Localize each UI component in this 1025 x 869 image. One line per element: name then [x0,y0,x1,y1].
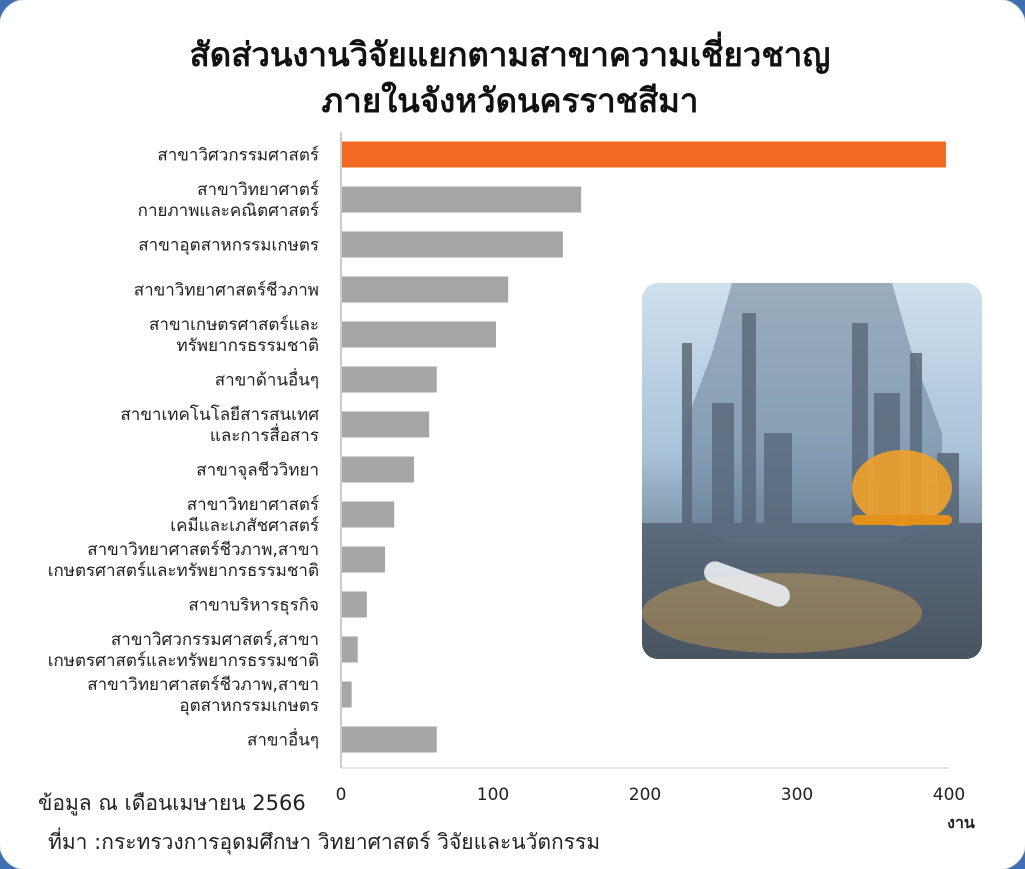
chart-title: สัดส่วนงานวิจัยแยกตามสาขาความเชี่ยวชาญ ภ… [120,32,900,124]
x-tick-label-200: 200 [629,785,661,805]
category-label-12-line-2: เกษตรศาสตร์และทรัพยากรธรรมชาติ [48,651,319,671]
data-date-note: ข้อมูล ณ เดือนเมษายน 2566 [38,791,306,815]
bar-9 [341,501,395,528]
x-tick-label-400: 400 [933,785,965,805]
category-label-6: สาขาด้านอื่นๆ [215,368,319,391]
category-labels: สาขาวิศวกรรมศาสตร์สาขาวิทยาศาตร์กายภาพแล… [48,146,320,751]
bar-7 [341,411,430,438]
category-label-2-line-1: สาขาวิทยาศาตร์ [197,180,319,200]
category-label-9-line-2: เคมีและเภสัชศาสตร์ [170,516,319,536]
category-label-7-line-1: สาขาเทคโนโลยีสารสนเทศ [120,404,319,425]
category-label-8: สาขาจุลชีววิทยา [196,461,319,481]
category-label-7-line-2: และการสื่อสาร [210,423,319,446]
x-tick-label-0: 0 [336,785,347,805]
category-label-12-line-1: สาขาวิศวกรรมศาสตร์,สาขา [111,630,319,650]
bar-6 [341,366,437,393]
category-label-14: สาขาอื่นๆ [247,728,319,751]
bar-10 [341,546,386,573]
bar-13 [341,681,352,708]
category-label-3: สาขาอุตสาหกรรมเกษตร [138,236,319,256]
bar-3 [341,231,563,258]
x-tick-label-100: 100 [477,785,509,805]
category-label-1: สาขาวิศวกรรมศาสตร์ [157,146,319,166]
category-label-4: สาขาวิทยาศาสตร์ชีวภาพ [134,281,319,301]
category-label-10-line-2: เกษตรศาสตร์และทรัพยากรธรรมชาติ [48,561,319,581]
bar-5 [341,321,497,348]
category-label-2-line-2: กายภาพและคณิตศาสตร์ [138,201,319,221]
chart-title-line-1: สัดส่วนงานวิจัยแยกตามสาขาความเชี่ยวชาญ [189,35,831,74]
bar-1 [341,141,946,168]
bar-12 [341,636,358,663]
category-label-11: สาขาบริหารธุรกิจ [188,596,319,616]
x-tick-label-300: 300 [781,785,813,805]
category-label-9-line-1: สาขาวิทยาศาสตร์ [187,495,319,515]
chart-title-line-2: ภายในจังหวัดนครราชสีมา [321,81,699,120]
bar-14 [341,726,437,753]
category-label-5-line-2: ทรัพยากรธรรมชาติ [177,336,319,356]
category-label-13-line-1: สาขาวิทยาศาสตร์ชีวภาพ,สาขา [87,675,319,695]
category-label-10-line-1: สาขาวิทยาศาสตร์ชีวภาพ,สาขา [87,540,319,560]
bar-2 [341,186,582,213]
category-label-5-line-1: สาขาเกษตรศาสตร์และ [149,315,319,335]
category-label-13-line-2: อุตสาหกรรมเกษตร [179,696,319,716]
bar-8 [341,456,414,483]
bar-4 [341,276,509,303]
x-axis-unit-label: งาน [947,813,975,832]
engineer-refinery-photo [642,283,982,659]
data-source-note: ที่มา :กระทรวงการอุดมศึกษา วิทยาศาสตร์ ว… [48,830,601,854]
bar-11 [341,591,367,618]
x-tick-labels: 0 100 200 300 400 [336,785,966,805]
bars [341,141,946,753]
